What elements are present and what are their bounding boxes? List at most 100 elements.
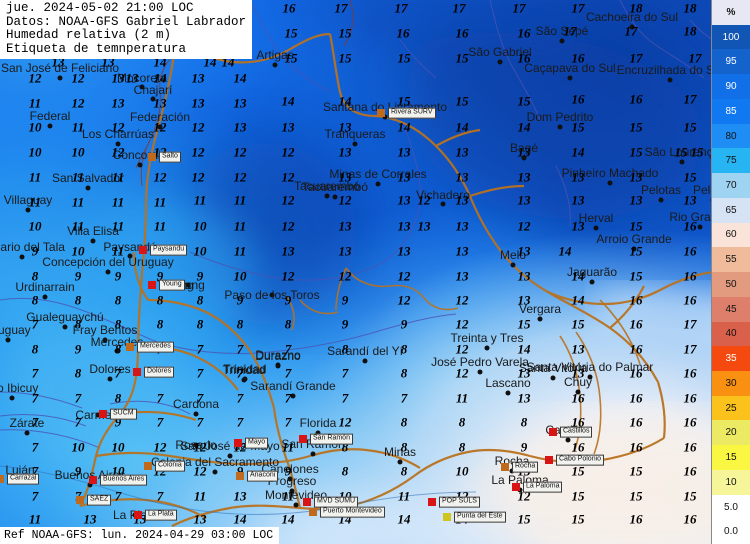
station-label[interactable]: Mercedes (137, 341, 174, 353)
station-label[interactable]: Puerto Montevideo (320, 506, 385, 518)
station-marker[interactable] (512, 483, 520, 491)
city-marker-dot (85, 185, 91, 191)
station-label[interactable]: Paysandu (150, 244, 188, 256)
station-marker[interactable] (303, 498, 311, 506)
city-label: Zárate (9, 416, 45, 430)
station-label[interactable]: SUCM (110, 408, 137, 420)
temperature-value-label: 8 (156, 316, 164, 332)
temperature-value-label: 16 (629, 292, 643, 308)
station-label[interactable]: La Plata (145, 509, 177, 521)
station-marker[interactable] (236, 472, 244, 480)
station-marker[interactable] (309, 508, 317, 516)
temperature-value-label: 11 (28, 511, 42, 527)
station-marker[interactable] (134, 511, 142, 519)
station-label[interactable]: POP SULS (439, 496, 480, 508)
colorbar-tick: 55 (712, 247, 750, 273)
temperature-value-label: 13 (571, 218, 585, 234)
temperature-value-label: 7 (236, 341, 244, 357)
station-marker[interactable] (144, 462, 152, 470)
station-marker[interactable] (234, 439, 242, 447)
temperature-value-label: 13 (191, 70, 205, 86)
station-label[interactable]: Rocha (512, 461, 539, 473)
station-marker[interactable] (99, 410, 107, 418)
city-marker-dot (565, 437, 571, 443)
station-marker[interactable] (139, 246, 147, 254)
station-marker[interactable] (501, 463, 509, 471)
station-label[interactable]: Buenos Aires (100, 474, 148, 486)
station-marker[interactable] (443, 513, 451, 521)
city-marker-dot (375, 181, 381, 187)
colorbar-tick: 0.0 (712, 519, 750, 544)
temperature-value-label: 7 (31, 365, 39, 381)
temperature-value-label: 15 (284, 25, 298, 41)
temperature-value-label: 12 (281, 144, 295, 160)
temperature-value-label: 16 (571, 50, 585, 66)
footer-reference-text: Ref NOAA-GFS: lun. 2024-04-29 03:00 LOC (4, 529, 274, 542)
city-marker-dot (440, 201, 446, 207)
station-marker[interactable] (428, 498, 436, 506)
temperature-value-label: 15 (455, 50, 469, 66)
station-marker[interactable] (89, 476, 97, 484)
temperature-value-label: 7 (74, 414, 82, 430)
temperature-value-label: 16 (282, 0, 296, 16)
temperature-value-label: 13 (455, 218, 469, 234)
station-label[interactable]: Rivera SURV (388, 107, 436, 119)
temperature-value-label: 7 (196, 414, 204, 430)
temperature-value-label: 12 (455, 292, 469, 308)
city-label: San José de Feliciano (0, 61, 120, 75)
station-marker[interactable] (126, 343, 134, 351)
temperature-value-label: 9 (236, 292, 244, 308)
station-label[interactable]: Anaconi (247, 470, 279, 482)
station-label[interactable]: Cabo Polonio (556, 454, 605, 466)
city-marker-dot (157, 124, 163, 130)
temperature-value-label: 13 (455, 243, 469, 259)
city-marker-dot (115, 141, 121, 147)
temperature-value-label: 12 (191, 144, 205, 160)
city-label: Chuy (563, 375, 593, 389)
station-label[interactable]: Colonia (155, 460, 185, 472)
station-label[interactable]: Salto (159, 151, 181, 163)
station-marker[interactable] (545, 456, 553, 464)
station-marker[interactable] (377, 109, 385, 117)
station-label[interactable]: La Paloma (523, 481, 563, 493)
temperature-value-label: 17 (629, 50, 643, 66)
station-marker[interactable] (76, 496, 84, 504)
city-marker-dot (95, 412, 101, 418)
temperature-value-label: 16 (571, 91, 585, 107)
city-marker-dot (593, 225, 599, 231)
colorbar-tick: 45 (712, 296, 750, 322)
temperature-value-label: 17 (512, 0, 526, 16)
temperature-value-label: 16 (683, 268, 697, 284)
station-marker[interactable] (148, 153, 156, 161)
temperature-value-label: 7 (341, 390, 349, 406)
city-marker-dot (559, 38, 565, 44)
temperature-value-label: 15 (571, 511, 585, 527)
station-label[interactable]: Mayo (245, 437, 269, 449)
station-label[interactable]: Punta del Este (454, 511, 506, 523)
station-marker[interactable] (148, 281, 156, 289)
temperature-value-label: 13 (517, 192, 531, 208)
temperature-value-label: 14 (281, 93, 295, 109)
station-label[interactable]: Young (159, 279, 185, 291)
station-label[interactable]: SAEZ (87, 494, 112, 506)
city-label: Santa Vitória do Palmar (526, 360, 654, 374)
temperature-value-label: 7 (156, 414, 164, 430)
temperature-value-label: 11 (193, 488, 207, 504)
temperature-value-label: 15 (683, 488, 697, 504)
city-marker-dot (47, 123, 53, 129)
map-header-info: jue. 2024-05-02 21:00 LOC Datos: NOAA-GF… (0, 0, 253, 59)
temperature-value-label: 10 (193, 218, 207, 234)
temperature-value-label: 10 (28, 218, 42, 234)
station-marker[interactable] (133, 368, 141, 376)
city-label: Vergara (518, 302, 562, 316)
station-marker[interactable] (299, 435, 307, 443)
station-label[interactable]: Dolores (144, 366, 175, 378)
station-label[interactable]: Castillos (560, 426, 593, 438)
temperature-value-label: 12 (71, 70, 85, 86)
station-label[interactable]: San Ramón (310, 433, 353, 445)
map-footer-reference: Ref NOAA-GFS: lun. 2024-04-29 03:00 LOC (0, 527, 280, 544)
station-marker[interactable] (0, 475, 4, 483)
station-marker[interactable] (549, 428, 557, 436)
temperature-value-label: 14 (281, 511, 295, 527)
station-label[interactable]: Carrazal (7, 473, 40, 485)
